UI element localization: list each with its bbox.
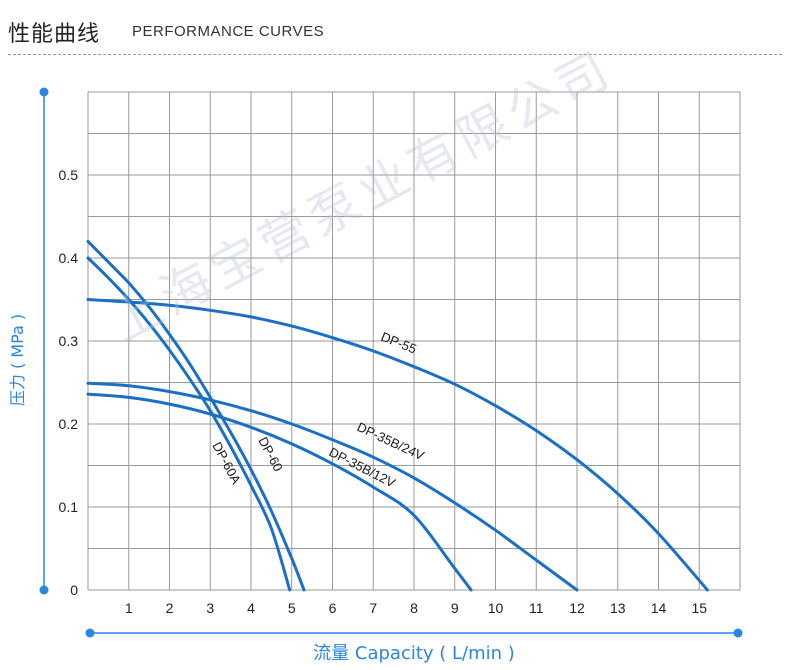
x-tick-label: 7	[369, 600, 377, 616]
curve-dp-35b-24v	[86, 381, 579, 592]
x-tick-label: 3	[206, 600, 214, 616]
x-tick-label: 10	[488, 600, 504, 616]
chart-header: 性能曲线 PERFORMANCE CURVES	[8, 14, 782, 55]
curve-label-dp-35b-24v: DP-35B/24V	[355, 419, 427, 463]
curve-dp-55	[86, 298, 709, 592]
curve-label-dp-55: DP-55	[379, 329, 419, 357]
x-tick-label: 4	[247, 600, 255, 616]
y-axis-bottom-dot	[39, 585, 49, 595]
x-tick-label: 6	[329, 600, 337, 616]
x-tick-label: 8	[410, 600, 418, 616]
y-tick-label: 0	[70, 582, 78, 598]
chart-title-english: PERFORMANCE CURVES	[132, 23, 325, 40]
curve-dp-35b-12v	[86, 392, 473, 592]
y-tick-label: 0.1	[59, 499, 79, 515]
y-tick-label: 0.3	[59, 333, 79, 349]
grid	[87, 91, 741, 591]
y-axis-top-dot	[39, 87, 49, 97]
x-tick-label: 12	[569, 600, 585, 616]
x-tick-label: 15	[691, 600, 707, 616]
x-axis-left-dot	[85, 628, 95, 638]
y-tick-label: 0.5	[59, 167, 79, 183]
x-axis-right-dot	[733, 628, 743, 638]
x-axis-title: 流量 Capacity ( L/min )	[313, 643, 515, 664]
x-tick-label: 1	[125, 600, 133, 616]
x-tick-label: 2	[166, 600, 174, 616]
x-tick-label: 14	[651, 600, 667, 616]
x-tick-label: 13	[610, 600, 626, 616]
x-tick-label: 9	[451, 600, 459, 616]
curve-dp-60a	[86, 256, 292, 592]
chart-title-chinese: 性能曲线	[8, 22, 101, 47]
curves	[86, 239, 709, 592]
y-tick-label: 0.4	[59, 250, 79, 266]
curve-dp-60	[86, 239, 306, 592]
y-tick-label: 0.2	[59, 416, 79, 432]
x-tick-label: 5	[288, 600, 296, 616]
y-axis-title: 压力 ( MPa )	[8, 314, 27, 406]
x-tick-label: 11	[529, 600, 544, 616]
